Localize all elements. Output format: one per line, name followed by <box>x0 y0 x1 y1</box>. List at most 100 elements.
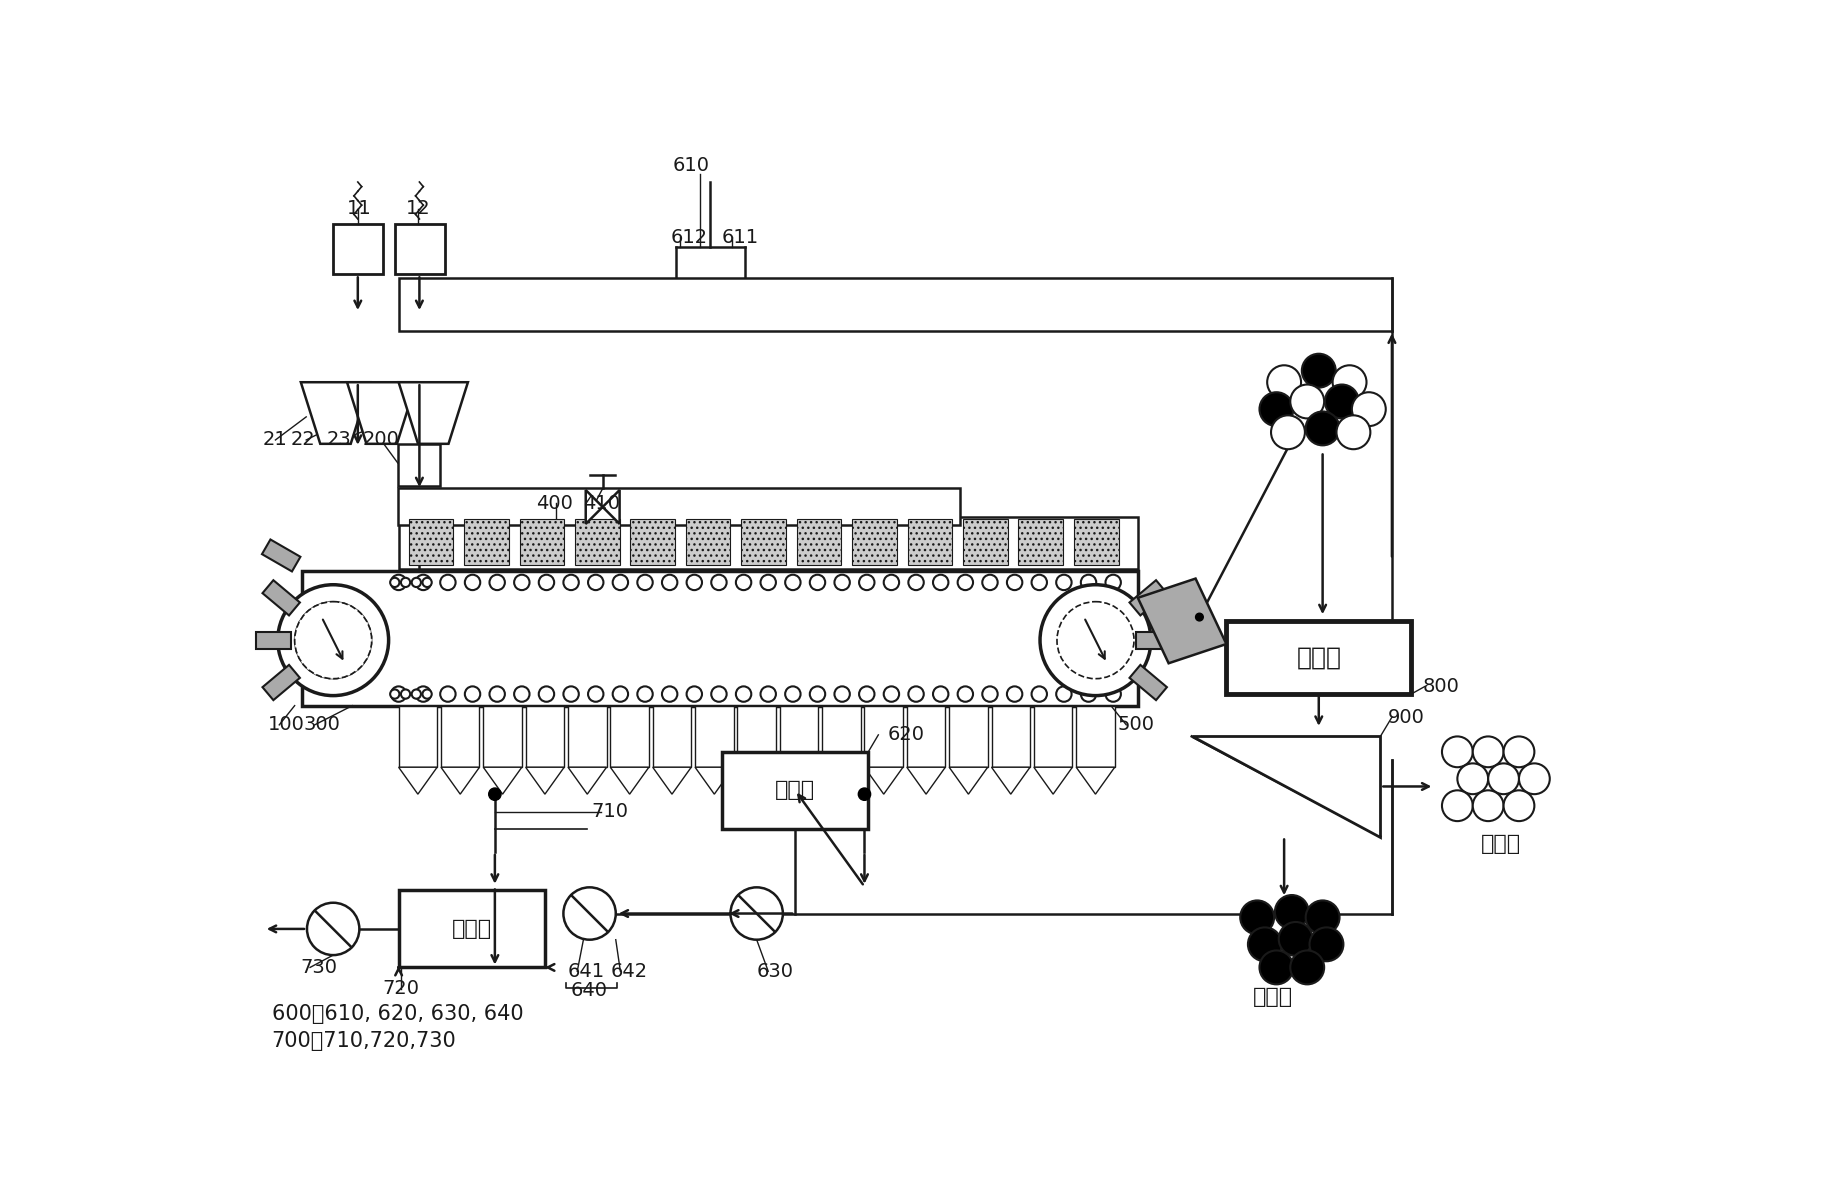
Polygon shape <box>569 767 607 794</box>
Polygon shape <box>1077 767 1115 794</box>
Circle shape <box>1473 737 1504 767</box>
Circle shape <box>859 575 874 590</box>
Bar <box>695 706 733 767</box>
Circle shape <box>662 687 678 702</box>
Text: 900: 900 <box>1387 708 1426 727</box>
Bar <box>611 706 649 767</box>
Circle shape <box>589 575 603 590</box>
Polygon shape <box>399 383 468 444</box>
Text: 23: 23 <box>327 431 351 450</box>
Polygon shape <box>1192 737 1380 836</box>
Circle shape <box>883 575 899 590</box>
Circle shape <box>1106 575 1121 590</box>
Polygon shape <box>483 767 521 794</box>
Circle shape <box>1291 951 1323 984</box>
Circle shape <box>1504 791 1534 822</box>
Polygon shape <box>441 767 479 794</box>
Circle shape <box>464 575 481 590</box>
Bar <box>852 519 898 566</box>
Text: 641: 641 <box>569 962 605 981</box>
Circle shape <box>982 687 998 702</box>
Circle shape <box>711 575 728 590</box>
Text: 410: 410 <box>583 494 620 513</box>
Bar <box>263 580 300 616</box>
Circle shape <box>391 575 406 590</box>
Text: 642: 642 <box>611 962 647 981</box>
Circle shape <box>415 575 431 590</box>
Circle shape <box>400 578 409 587</box>
Text: 730: 730 <box>302 958 338 977</box>
Circle shape <box>563 575 579 590</box>
Bar <box>1018 519 1064 566</box>
Bar <box>823 706 861 767</box>
Circle shape <box>932 575 949 590</box>
Circle shape <box>391 687 406 702</box>
Circle shape <box>1267 365 1302 399</box>
Circle shape <box>1196 614 1203 621</box>
Circle shape <box>958 687 972 702</box>
Circle shape <box>760 575 775 590</box>
Circle shape <box>1040 585 1152 696</box>
Bar <box>302 570 1137 706</box>
Bar <box>1227 621 1411 694</box>
Circle shape <box>612 575 629 590</box>
Circle shape <box>859 687 874 702</box>
Circle shape <box>1007 687 1022 702</box>
Bar <box>907 519 952 566</box>
Text: 100: 100 <box>267 715 305 734</box>
Circle shape <box>278 585 389 696</box>
Polygon shape <box>302 383 369 444</box>
Text: 640: 640 <box>570 981 609 1000</box>
Circle shape <box>810 575 824 590</box>
Circle shape <box>1239 901 1274 934</box>
Circle shape <box>711 687 728 702</box>
Text: 集尘器: 集尘器 <box>775 780 815 800</box>
Circle shape <box>389 578 399 587</box>
Circle shape <box>441 687 455 702</box>
Text: 710: 710 <box>590 803 629 822</box>
Text: 620: 620 <box>888 726 925 744</box>
Circle shape <box>859 788 870 800</box>
Text: 500: 500 <box>1117 715 1153 734</box>
Bar <box>263 665 300 700</box>
Bar <box>399 444 441 486</box>
Circle shape <box>1305 901 1340 934</box>
Circle shape <box>1488 763 1519 794</box>
Circle shape <box>1007 575 1022 590</box>
Text: 烧结矿: 烧结矿 <box>1481 835 1521 854</box>
Polygon shape <box>781 767 819 794</box>
Circle shape <box>932 687 949 702</box>
Bar <box>519 519 565 566</box>
Text: 700：710,720,730: 700：710,720,730 <box>272 1031 457 1050</box>
Circle shape <box>400 689 409 698</box>
Circle shape <box>1519 763 1550 794</box>
Text: 还原铁: 还原铁 <box>1252 987 1292 1007</box>
Circle shape <box>786 687 801 702</box>
Circle shape <box>488 788 501 800</box>
Circle shape <box>731 887 782 940</box>
Polygon shape <box>603 490 620 524</box>
Circle shape <box>514 575 530 590</box>
Bar <box>399 517 1137 569</box>
Text: 21: 21 <box>263 431 287 450</box>
Circle shape <box>958 575 972 590</box>
Text: 630: 630 <box>757 962 793 981</box>
Circle shape <box>490 687 505 702</box>
Circle shape <box>1280 922 1313 956</box>
Circle shape <box>1302 354 1336 388</box>
Text: 612: 612 <box>671 228 707 246</box>
Bar <box>949 706 987 767</box>
Circle shape <box>1309 927 1344 962</box>
Bar <box>441 706 479 767</box>
Bar <box>576 519 620 566</box>
Text: 11: 11 <box>347 200 371 219</box>
Circle shape <box>415 687 431 702</box>
Circle shape <box>834 575 850 590</box>
Polygon shape <box>653 767 691 794</box>
Circle shape <box>1504 737 1534 767</box>
Circle shape <box>1031 687 1047 702</box>
Polygon shape <box>865 767 903 794</box>
Text: 800: 800 <box>1422 677 1459 696</box>
Circle shape <box>389 689 399 698</box>
Circle shape <box>1457 763 1488 794</box>
